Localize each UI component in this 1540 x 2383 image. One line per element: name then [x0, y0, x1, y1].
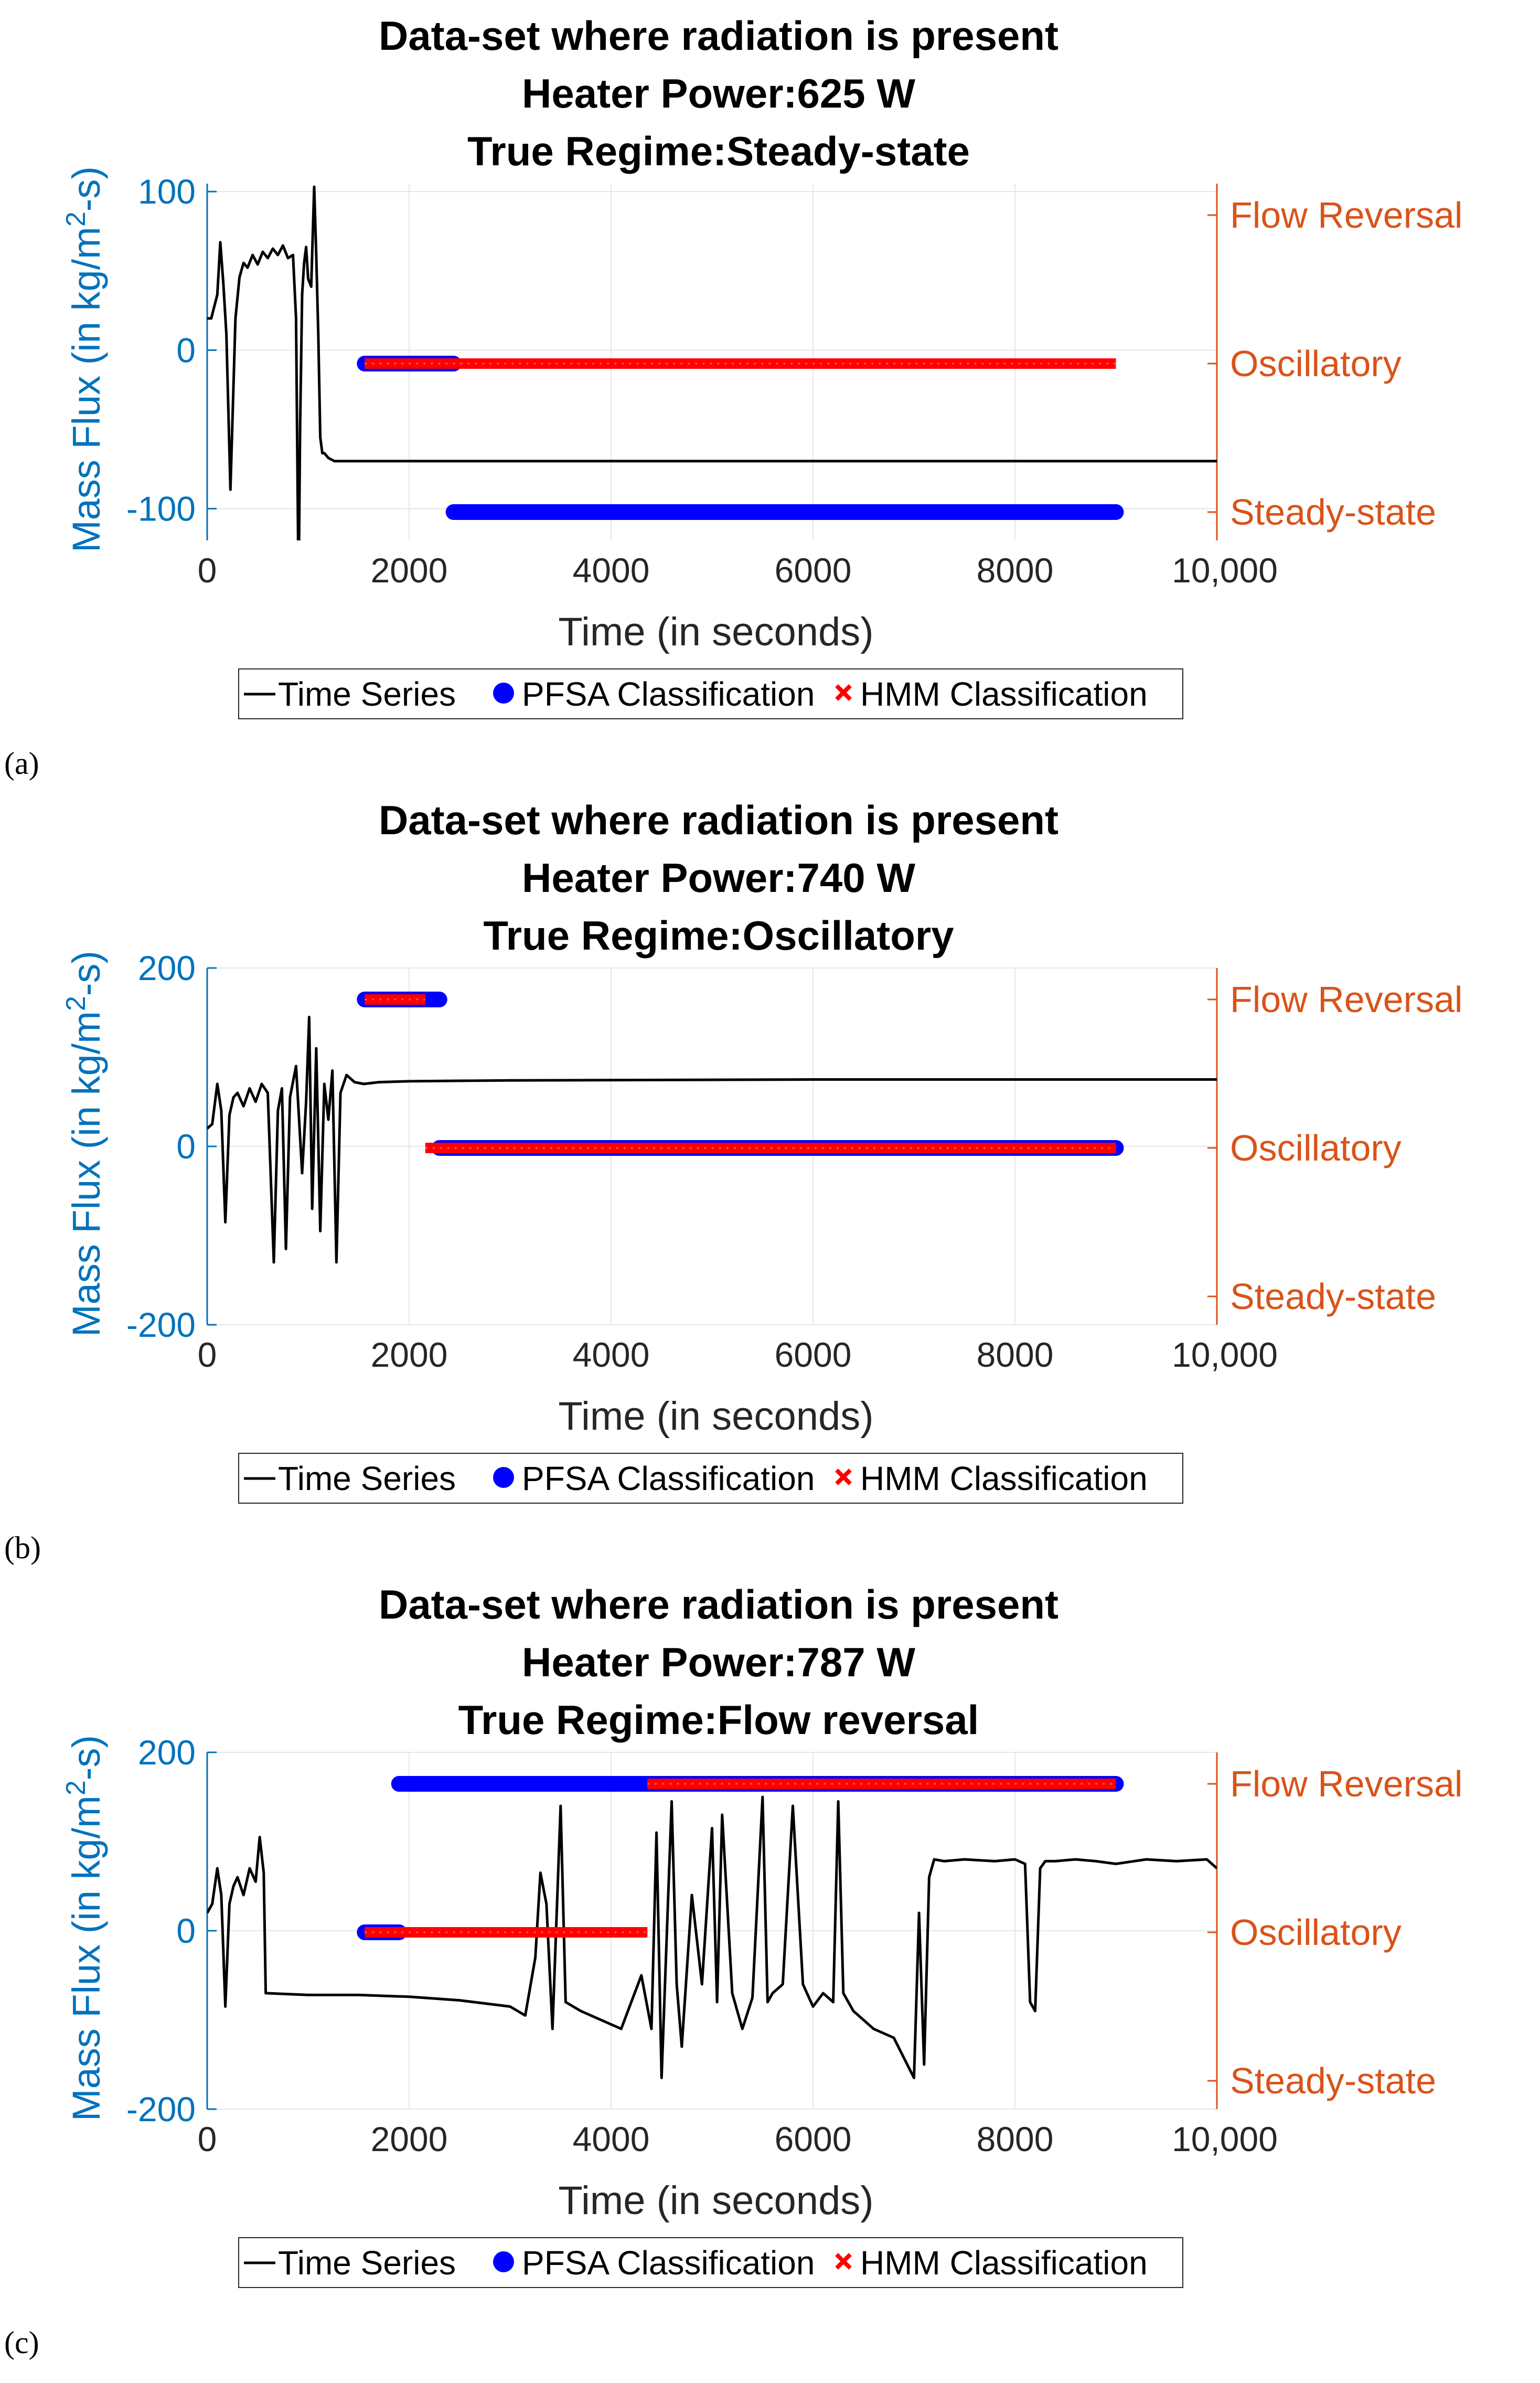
legend-pfsa-swatch — [493, 2251, 514, 2272]
panel-c-ylabel-sup: 2 — [61, 1780, 91, 1795]
panel-b-ylabel-tail: -s) — [65, 951, 108, 996]
legend-time-series-label: Time Series — [278, 675, 456, 713]
legend-hmm-label: HMM Classification — [860, 1460, 1148, 1497]
right-tick-label: Steady-state — [1230, 2060, 1436, 2101]
x-tick-label: 8000 — [977, 1335, 1054, 1374]
panel-a-title-line3: True Regime:Steady-state — [467, 128, 970, 174]
legend-pfsa-swatch — [493, 1467, 514, 1488]
panel-c-title-line3: True Regime:Flow reversal — [458, 1697, 979, 1743]
panel-b-title-line3: True Regime:Oscillatory — [483, 912, 954, 959]
legend-hmm-swatch — [835, 1469, 852, 1485]
y-tick-label: -200 — [126, 1305, 196, 1344]
x-tick-label: 8000 — [977, 551, 1054, 590]
panel-c-ylabel-text: Mass Flux (in kg/m — [65, 1795, 108, 2121]
x-tick-label: 4000 — [573, 551, 650, 590]
panel-a-ylabel-sup: 2 — [61, 211, 91, 227]
x-tick-label: 10,000 — [1172, 1335, 1278, 1374]
y-tick-label: 200 — [138, 1733, 196, 1772]
y-tick-label: -200 — [126, 2090, 196, 2129]
panel-c-title-line1: Data-set where radiation is present — [379, 1581, 1058, 1627]
x-tick-label: 4000 — [573, 1335, 650, 1374]
panel-b-label: (b) — [4, 1530, 41, 1565]
right-tick-label: Steady-state — [1230, 1276, 1436, 1317]
panel-b-title-line2: Heater Power:740 W — [522, 855, 915, 901]
legend-hmm-swatch — [835, 684, 852, 701]
panel-a-xlabel: Time (in seconds) — [558, 610, 873, 654]
legend-box — [238, 2237, 1183, 2288]
time-series-line — [207, 1016, 1217, 1264]
legend-hmm-label: HMM Classification — [860, 675, 1148, 713]
panel-b-ylabel-sup: 2 — [61, 996, 91, 1011]
panel-a-label: (a) — [4, 746, 39, 781]
time-series-line — [207, 1795, 1217, 2079]
time-series-line — [207, 185, 1217, 540]
x-tick-label: 0 — [198, 551, 217, 590]
y-tick-label: -100 — [126, 490, 196, 528]
panel-b-legend: Time Series PFSA Classification HMM Classi… — [238, 1453, 1183, 1504]
x-tick-label: 2000 — [371, 1335, 448, 1374]
right-tick-label: Flow Reversal — [1230, 1763, 1462, 1804]
panel-c-title-line2: Heater Power:787 W — [522, 1639, 915, 1685]
panel-a: Data-set where radiation is present Heat… — [4, 13, 1462, 781]
panel-b-ylabel: Mass Flux (in kg/m2-s) — [61, 951, 108, 1337]
x-tick-label: 2000 — [371, 2120, 448, 2158]
panel-b: Data-set where radiation is present Heat… — [4, 797, 1462, 1565]
x-tick-label: 4000 — [573, 2120, 650, 2158]
panel-c-legend: Time Series PFSA Classification HMM Classi… — [238, 2237, 1183, 2288]
right-tick-label: Oscillatory — [1230, 343, 1402, 384]
y-tick-label: 0 — [176, 1911, 196, 1950]
x-tick-label: 2000 — [371, 551, 448, 590]
x-tick-label: 6000 — [775, 551, 852, 590]
right-tick-label: Steady-state — [1230, 492, 1436, 533]
y-tick-label: 0 — [176, 331, 196, 369]
panel-c-label: (c) — [4, 2325, 39, 2360]
panel-b-ylabel-text: Mass Flux (in kg/m — [65, 1011, 108, 1337]
panel-c: Data-set where radiation is present Heat… — [4, 1581, 1462, 2360]
panel-a-title-line1: Data-set where radiation is present — [379, 13, 1058, 59]
x-tick-label: 0 — [198, 2120, 217, 2158]
panel-a-title-line2: Heater Power:625 W — [522, 70, 915, 116]
legend-pfsa-swatch — [493, 683, 514, 704]
right-tick-label: Oscillatory — [1230, 1912, 1402, 1953]
legend-hmm-swatch — [835, 2253, 852, 2270]
panel-c-ylabel: Mass Flux (in kg/m2-s) — [61, 1735, 108, 2121]
right-tick-label: Flow Reversal — [1230, 195, 1462, 236]
y-tick-label: 100 — [138, 172, 196, 211]
panel-a-ylabel-tail: -s) — [65, 166, 108, 211]
panel-c-ylabel-tail: -s) — [65, 1735, 108, 1780]
legend-pfsa-label: PFSA Classification — [522, 2244, 815, 2282]
right-tick-label: Oscillatory — [1230, 1127, 1402, 1168]
panel-a-ylabel: Mass Flux (in kg/m2-s) — [61, 166, 108, 552]
x-tick-label: 0 — [198, 1335, 217, 1374]
panel-a-legend: Time Series PFSA Classification HMM Classi… — [238, 668, 1183, 719]
legend-box — [238, 1453, 1183, 1504]
legend-pfsa-label: PFSA Classification — [522, 1460, 815, 1497]
legend-pfsa-label: PFSA Classification — [522, 675, 815, 713]
x-tick-label: 10,000 — [1172, 551, 1278, 590]
legend-hmm-label: HMM Classification — [860, 2244, 1148, 2282]
panel-b-xlabel: Time (in seconds) — [558, 1394, 873, 1439]
x-tick-label: 6000 — [775, 2120, 852, 2158]
x-tick-label: 8000 — [977, 2120, 1054, 2158]
legend-time-series-label: Time Series — [278, 2244, 456, 2282]
legend-box — [238, 668, 1183, 719]
panel-a-ylabel-text: Mass Flux (in kg/m — [65, 227, 108, 552]
panel-b-title-line1: Data-set where radiation is present — [379, 797, 1058, 843]
legend-time-series-label: Time Series — [278, 1460, 456, 1497]
x-tick-label: 6000 — [775, 1335, 852, 1374]
right-tick-label: Flow Reversal — [1230, 979, 1462, 1020]
y-tick-label: 200 — [138, 949, 196, 987]
x-tick-label: 10,000 — [1172, 2120, 1278, 2158]
panel-c-xlabel: Time (in seconds) — [558, 2178, 873, 2223]
y-tick-label: 0 — [176, 1127, 196, 1166]
